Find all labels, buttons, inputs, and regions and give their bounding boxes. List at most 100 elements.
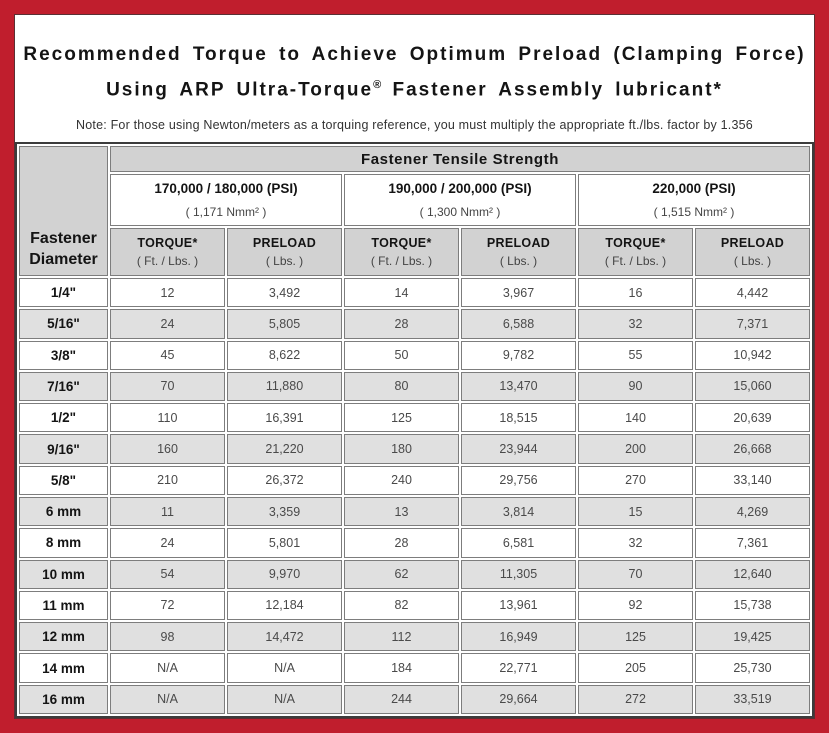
preload-value-cell: 6,588 [461, 309, 576, 339]
preload-value-cell: 3,814 [461, 496, 576, 527]
diameter-cell: 16 mm [19, 684, 108, 714]
preload-value-cell: 3,492 [227, 278, 342, 308]
torque-value-cell: 13 [344, 496, 459, 527]
column-header-row: TORQUE* ( Ft. / Lbs. ) PRELOAD ( Lbs. ) … [19, 228, 810, 276]
preload-value-cell: 26,668 [695, 434, 810, 464]
torque-value-cell: 54 [110, 559, 225, 589]
psi-group-170-180: 170,000 / 180,000 (PSI) ( 1,171 Nmm² ) [110, 174, 342, 226]
preload-value-cell: 33,519 [695, 684, 810, 714]
torque-value-cell: 70 [578, 559, 693, 589]
column-header-unit: ( Ft. / Lbs. ) [136, 254, 199, 268]
preload-value-cell: 19,425 [695, 622, 810, 652]
column-header-title: PRELOAD [720, 236, 785, 250]
diameter-cell: 1/4" [19, 278, 108, 308]
torque-value-cell: 270 [578, 465, 693, 495]
title-line-2-text: Using ARP Ultra-Torque [106, 79, 374, 101]
preload-value-cell: 16,949 [461, 622, 576, 652]
preload-value-cell: 4,269 [695, 496, 810, 527]
table-row: 7/16" 70 11,880 80 13,470 90 15,060 [19, 371, 810, 402]
diameter-cell: 7/16" [19, 371, 108, 402]
psi-header-row: 170,000 / 180,000 (PSI) ( 1,171 Nmm² ) 1… [19, 174, 810, 226]
nmm-label: ( 1,300 Nmm² ) [419, 205, 501, 219]
table-row: 5/8" 210 26,372 240 29,756 270 33,140 [19, 465, 810, 495]
fastener-diameter-header-line2: Diameter [29, 251, 98, 268]
torque-value-cell: 98 [110, 622, 225, 652]
preload-value-cell: 23,944 [461, 434, 576, 464]
table-row: 6 mm 11 3,359 13 3,814 15 4,269 [19, 496, 810, 527]
column-header-unit: ( Lbs. ) [733, 254, 772, 268]
preload-value-cell: 10,942 [695, 340, 810, 370]
torque-value-cell: 92 [578, 590, 693, 621]
table-row: 16 mm N/A N/A 244 29,664 272 33,519 [19, 684, 810, 714]
preload-value-cell: 9,970 [227, 559, 342, 589]
torque-value-cell: N/A [110, 653, 225, 683]
fastener-diameter-header: Fastener Diameter [19, 146, 108, 276]
table-row: 9/16" 160 21,220 180 23,944 200 26,668 [19, 434, 810, 464]
torque-value-cell: 125 [344, 403, 459, 433]
torque-value-cell: 210 [110, 465, 225, 495]
torque-value-cell: 205 [578, 653, 693, 683]
table-row: 10 mm 54 9,970 62 11,305 70 12,640 [19, 559, 810, 589]
preload-value-cell: 25,730 [695, 653, 810, 683]
torque-column-header: TORQUE* ( Ft. / Lbs. ) [110, 228, 225, 276]
table-row: 14 mm N/A N/A 184 22,771 205 25,730 [19, 653, 810, 683]
preload-value-cell: 4,442 [695, 278, 810, 308]
torque-value-cell: 62 [344, 559, 459, 589]
column-header-unit: ( Ft. / Lbs. ) [370, 254, 433, 268]
torque-value-cell: 125 [578, 622, 693, 652]
torque-value-cell: 72 [110, 590, 225, 621]
table-row: 8 mm 24 5,801 28 6,581 32 7,361 [19, 528, 810, 558]
column-header-unit: ( Lbs. ) [499, 254, 538, 268]
torque-value-cell: N/A [110, 684, 225, 714]
preload-value-cell: 22,771 [461, 653, 576, 683]
nmm-label: ( 1,515 Nmm² ) [653, 205, 735, 219]
preload-value-cell: N/A [227, 684, 342, 714]
preload-value-cell: 13,961 [461, 590, 576, 621]
torque-value-cell: 240 [344, 465, 459, 495]
diameter-cell: 14 mm [19, 653, 108, 683]
column-header-title: TORQUE* [371, 236, 432, 250]
preload-value-cell: 8,622 [227, 340, 342, 370]
preload-value-cell: 9,782 [461, 340, 576, 370]
torque-value-cell: 28 [344, 309, 459, 339]
preload-value-cell: 3,359 [227, 496, 342, 527]
preload-value-cell: 3,967 [461, 278, 576, 308]
table-wrap: Fastener Diameter Fastener Tensile Stren… [15, 142, 814, 718]
table-row: 1/4" 12 3,492 14 3,967 16 4,442 [19, 278, 810, 308]
preload-value-cell: N/A [227, 653, 342, 683]
page-title: Recommended Torque to Achieve Optimum Pr… [15, 40, 814, 105]
torque-value-cell: 200 [578, 434, 693, 464]
torque-value-cell: 16 [578, 278, 693, 308]
column-header-unit: ( Lbs. ) [265, 254, 304, 268]
torque-value-cell: 82 [344, 590, 459, 621]
diameter-cell: 5/16" [19, 309, 108, 339]
torque-value-cell: 90 [578, 371, 693, 402]
preload-value-cell: 12,184 [227, 590, 342, 621]
title-line-1: Recommended Torque to Achieve Optimum Pr… [23, 44, 806, 65]
preload-value-cell: 13,470 [461, 371, 576, 402]
table-body: 1/4" 12 3,492 14 3,967 16 4,442 5/16" 24 5,805 28 6… [19, 278, 810, 714]
title-line-2-tail: Fastener Assembly lubricant* [381, 79, 723, 101]
registered-trademark-mark: ® [373, 79, 382, 91]
diameter-cell: 10 mm [19, 559, 108, 589]
psi-group-label: 170,000 / 180,000 (PSI) [154, 181, 298, 196]
torque-column-header: TORQUE* ( Ft. / Lbs. ) [344, 228, 459, 276]
torque-value-cell: 70 [110, 371, 225, 402]
torque-value-cell: 244 [344, 684, 459, 714]
diameter-cell: 1/2" [19, 403, 108, 433]
nmm-label: ( 1,171 Nmm² ) [185, 205, 267, 219]
preload-value-cell: 16,391 [227, 403, 342, 433]
table-row: 12 mm 98 14,472 112 16,949 125 19,425 [19, 622, 810, 652]
preload-value-cell: 15,060 [695, 371, 810, 402]
torque-value-cell: 32 [578, 309, 693, 339]
torque-value-cell: 110 [110, 403, 225, 433]
torque-value-cell: 55 [578, 340, 693, 370]
table-row: 5/16" 24 5,805 28 6,588 32 7,371 [19, 309, 810, 339]
preload-value-cell: 18,515 [461, 403, 576, 433]
torque-table: Fastener Diameter Fastener Tensile Stren… [15, 142, 814, 718]
table-row: 1/2" 110 16,391 125 18,515 140 20,639 [19, 403, 810, 433]
diameter-cell: 5/8" [19, 465, 108, 495]
torque-value-cell: 80 [344, 371, 459, 402]
preload-value-cell: 7,371 [695, 309, 810, 339]
table-row: 3/8" 45 8,622 50 9,782 55 10,942 [19, 340, 810, 370]
